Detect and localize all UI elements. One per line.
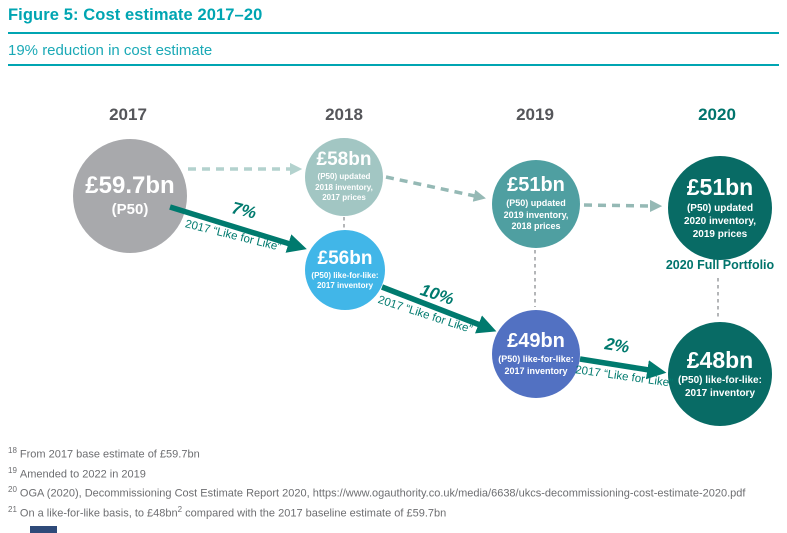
node-value: £49bn xyxy=(507,329,565,352)
year-label-2020: 2020 xyxy=(698,105,736,124)
node-sublabel: (P50) updated 2018 inventory, 2017 price… xyxy=(315,172,373,203)
node-value: £48bn xyxy=(686,346,754,373)
node-value: £51bn xyxy=(507,173,565,196)
footnote-number: 21 xyxy=(8,504,17,514)
footnote-inline-ref: 2 xyxy=(177,504,183,514)
node-2018-full: £58bn (P50) updated 2018 inventory, 2017… xyxy=(305,138,383,216)
node-sublabel: (P50) xyxy=(111,200,149,218)
subtitle-divider xyxy=(8,64,779,66)
like-for-like-caption-1: 2017 “Like for Like” xyxy=(183,218,283,254)
node-sublabel: (P50) like-for-like: 2017 inventory xyxy=(498,353,574,376)
footnote-20: 20 OGA (2020), Decommissioning Cost Estim… xyxy=(8,480,745,500)
full-portfolio-label: 2020 Full Portfolio xyxy=(665,258,775,272)
like-for-like-caption-3: 2017 “Like for Like” xyxy=(574,364,674,390)
node-sublabel: (P50) like-for-like: 2017 inventory xyxy=(311,270,379,290)
node-2017-p50: £59.7bn (P50) xyxy=(73,139,187,253)
node-value: £59.7bn xyxy=(85,171,175,199)
node-2020-full: £51bn (P50) updated 2020 inventory, 2019… xyxy=(668,156,772,260)
footnote-18: 18 From 2017 base estimate of £59.7bn xyxy=(8,441,745,461)
reduction-percent-2: 2% xyxy=(603,334,631,357)
year-label-2017: 2017 xyxy=(109,105,147,124)
page-footer-partial-logo xyxy=(30,526,57,533)
node-2020-like-for-like: £48bn (P50) like-for-like: 2017 inventor… xyxy=(668,322,772,426)
footnote-text-after: compared with the 2017 baseline estimate… xyxy=(182,507,447,520)
figure-title: Figure 5: Cost estimate 2017–20 xyxy=(8,6,263,24)
footnote-text: OGA (2020), Decommissioning Cost Estimat… xyxy=(19,487,746,500)
year-label-2019: 2019 xyxy=(516,105,554,124)
node-sublabel: (P50) updated 2020 inventory, 2019 price… xyxy=(683,202,757,240)
dashed-arrow-2019-full-to-2020-full xyxy=(583,199,663,213)
footnote-number: 18 xyxy=(8,446,17,455)
footnote-number: 20 xyxy=(8,485,17,494)
reduction-percent-10: 10% xyxy=(418,280,457,309)
footnote-text: Amended to 2022 in 2019 xyxy=(19,468,146,481)
footnote-number: 19 xyxy=(8,465,17,475)
dashed-arrow-2018-full-to-2019-full xyxy=(385,175,486,202)
node-value: £51bn xyxy=(686,174,754,201)
footnotes: 18 From 2017 base estimate of £59.7bn 19 A… xyxy=(8,441,745,519)
node-2018-like-for-like: £56bn (P50) like-for-like: 2017 inventor… xyxy=(305,230,385,310)
node-sublabel: (P50) updated 2019 inventory, 2018 price… xyxy=(503,197,569,232)
node-value: £56bn xyxy=(317,247,373,269)
year-label-2018: 2018 xyxy=(325,105,363,124)
node-2019-like-for-like: £49bn (P50) like-for-like: 2017 inventor… xyxy=(492,310,580,398)
reduction-percent-7: 7% xyxy=(229,198,259,223)
figure-subtitle: 19% reduction in cost estimate xyxy=(8,42,213,59)
footnote-text: From 2017 base estimate of £59.7bn xyxy=(19,448,200,461)
footnote-19: 19 Amended to 2022 in 2019 xyxy=(8,461,745,481)
node-value: £58bn xyxy=(316,149,372,171)
node-2019-full: £51bn (P50) updated 2019 inventory, 2018… xyxy=(492,160,580,248)
title-divider xyxy=(8,32,779,34)
node-sublabel: (P50) like-for-like: 2017 inventory xyxy=(678,375,762,400)
footnote-text: On a like-for-like basis, to £48bn xyxy=(19,507,178,520)
footnote-21: 21 On a like-for-like basis, to £48bn2 co… xyxy=(8,500,745,520)
